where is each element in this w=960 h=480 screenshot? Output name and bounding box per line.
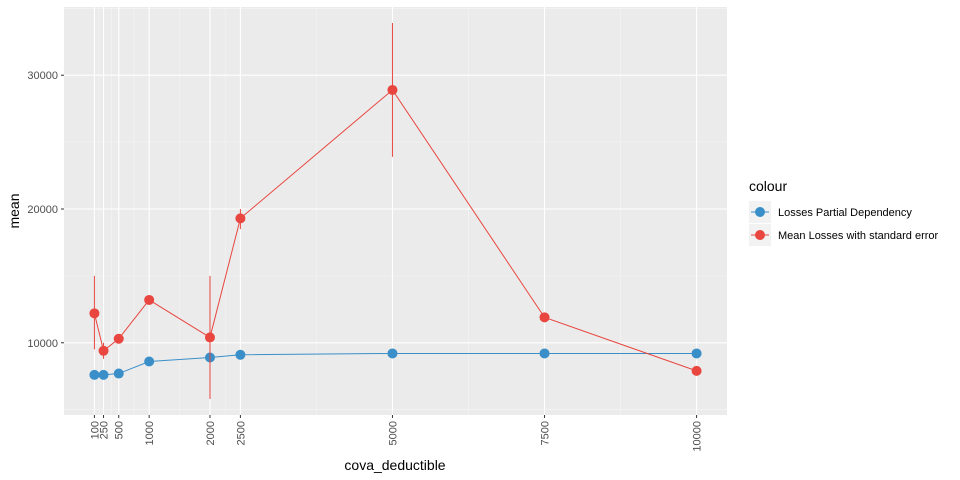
data-point [387, 348, 398, 359]
data-point [691, 365, 702, 376]
x-tick-label: 100 [89, 421, 101, 439]
data-point [235, 213, 246, 224]
data-point [691, 348, 702, 359]
data-point [144, 294, 155, 305]
legend-label-0: Losses Partial Dependency [778, 207, 912, 219]
x-axis-title: cova_deductible [344, 457, 445, 473]
data-point [98, 369, 109, 380]
data-point [98, 345, 109, 356]
y-tick-label: 30000 [27, 70, 58, 82]
x-tick-label: 250 [99, 421, 111, 439]
x-tick-label: 1000 [144, 421, 156, 445]
x-tick-label: 2000 [205, 421, 217, 445]
y-tick-label: 20000 [27, 204, 58, 216]
y-axis: 10000 20000 30000 [27, 70, 64, 350]
series-1 [89, 23, 702, 399]
data-point [113, 333, 124, 344]
x-tick-label: 500 [114, 421, 126, 439]
data-point [539, 312, 550, 323]
x-tick-label: 10000 [692, 421, 704, 452]
data-point [89, 308, 100, 319]
legend-key-point-0 [755, 207, 765, 217]
legend-key-point-1 [755, 230, 765, 240]
legend-label-1: Mean Losses with standard error [778, 230, 939, 242]
x-tick-label: 7500 [540, 421, 552, 445]
x-tick-label: 2500 [235, 421, 247, 445]
data-point [113, 368, 124, 379]
data-point [539, 348, 550, 359]
data-point [89, 369, 100, 380]
y-axis-title: mean [6, 193, 22, 228]
legend-title: colour [749, 178, 787, 194]
data-point [387, 84, 398, 95]
legend: colour Losses Partial Dependency Mean Lo… [749, 178, 939, 246]
data-point [235, 349, 246, 360]
data-point [204, 332, 215, 343]
series-layer [89, 23, 702, 399]
y-tick-label: 10000 [27, 338, 58, 350]
data-point [144, 356, 155, 367]
x-tick-label: 5000 [387, 421, 399, 445]
